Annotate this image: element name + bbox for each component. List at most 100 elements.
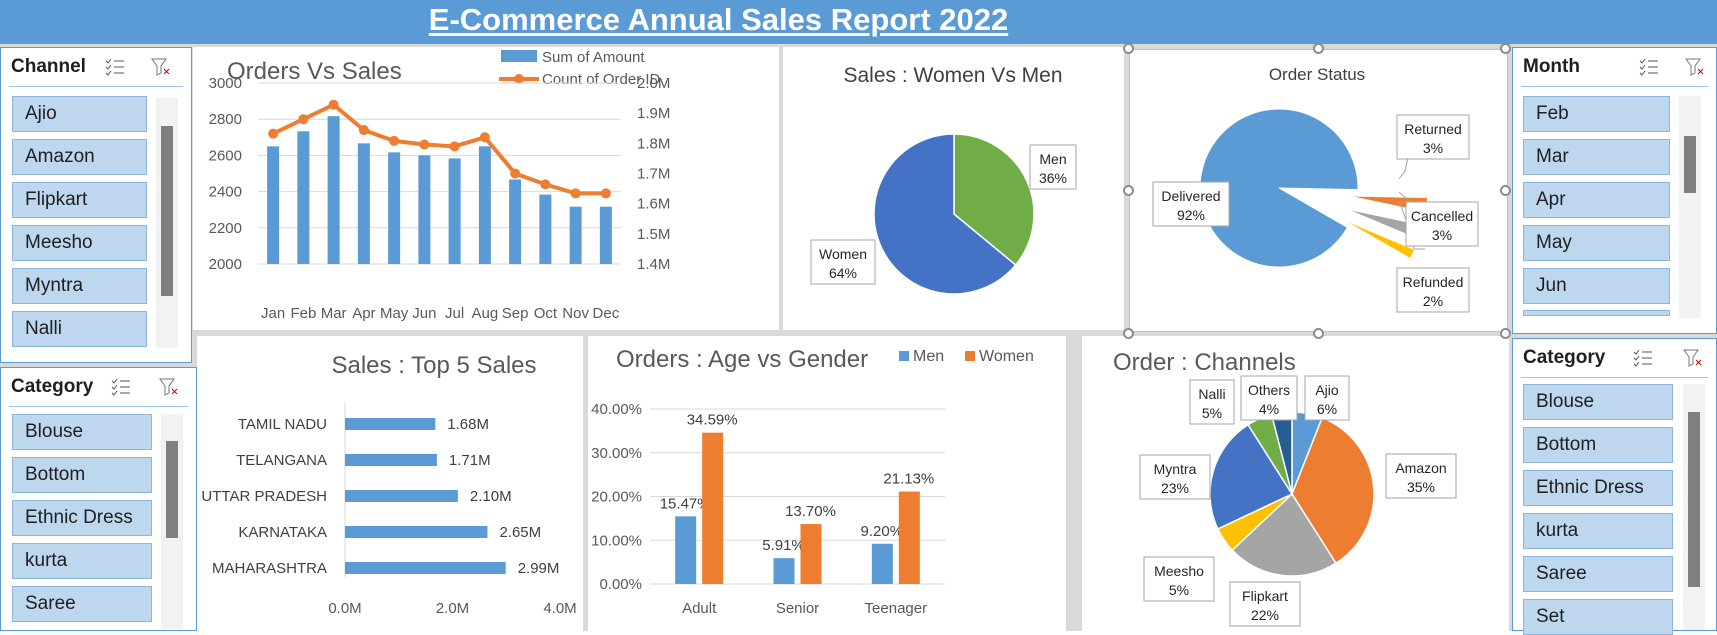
line-point: [600, 188, 611, 199]
bar: [345, 418, 436, 430]
resize-handle[interactable]: [1123, 328, 1134, 339]
resize-handle[interactable]: [1123, 185, 1134, 196]
slicer-item-meesho[interactable]: Meesho: [12, 225, 147, 261]
slicer-item-flipkart[interactable]: Flipkart: [12, 182, 147, 218]
clear-filter-icon[interactable]: [159, 378, 179, 396]
data-label: Cancelled: [1411, 208, 1473, 224]
top5-sales-panel[interactable]: [197, 336, 583, 631]
clear-filter-icon[interactable]: [151, 58, 171, 76]
y-tick-label: 0.00%: [599, 576, 642, 593]
clear-filter-icon[interactable]: [1683, 349, 1703, 367]
slicer-item-kurta[interactable]: kurta: [12, 543, 152, 579]
resize-handle[interactable]: [1313, 328, 1324, 339]
slicer-item-kurta[interactable]: kurta: [1523, 513, 1673, 549]
data-label: 5%: [1169, 582, 1189, 598]
legend-label: Sum of Amount: [542, 49, 645, 66]
data-label: Myntra: [1154, 461, 1197, 477]
data-label: 5%: [1202, 405, 1222, 421]
pie-slice-flipkart: [1231, 492, 1337, 577]
resize-handle[interactable]: [1500, 185, 1511, 196]
slicer-item-ajio[interactable]: Ajio: [12, 96, 147, 132]
category-slicer-left[interactable]: Category Blouse Bottom Ethnic Dress kurt…: [0, 367, 197, 631]
y-tick-label: 2000: [209, 256, 242, 273]
month-slicer[interactable]: Month Feb Mar Apr May Jun: [1512, 47, 1717, 334]
slicer-item-ethnic-dress[interactable]: Ethnic Dress: [1523, 470, 1673, 506]
channel-slicer[interactable]: Channel Ajio Amazon Flipkart Meesho Mynt…: [0, 47, 192, 363]
slicer-item-myntra[interactable]: Myntra: [12, 268, 147, 304]
line-point: [419, 139, 430, 150]
line-point: [540, 179, 551, 190]
x-tick-label: Jun: [412, 305, 436, 322]
scrollbar-thumb[interactable]: [1688, 412, 1700, 587]
slicer-title: Month: [1523, 56, 1580, 77]
slicer-item-saree[interactable]: Saree: [12, 586, 152, 622]
age-vs-gender-panel[interactable]: [588, 336, 1066, 631]
legend-label: Count of Order ID: [542, 71, 661, 88]
x-tick-label: May: [380, 305, 409, 322]
data-label: Returned: [1404, 121, 1462, 137]
data-label: 2.99M: [518, 560, 560, 577]
x-tick-label: Feb: [290, 305, 316, 322]
x-tick-label: Jan: [261, 305, 285, 322]
chart-title: Orders Vs Sales: [227, 58, 402, 85]
y-tick-label: 2200: [209, 220, 242, 237]
line-point: [328, 99, 339, 110]
resize-handle[interactable]: [1123, 43, 1134, 54]
data-label-box: [1396, 114, 1470, 160]
multi-select-icon[interactable]: [1633, 349, 1653, 367]
bar-women: [800, 524, 822, 584]
x-tick-label: Senior: [776, 600, 819, 617]
bar: [478, 146, 491, 264]
report-title: E-Commerce Annual Sales Report 2022: [428, 2, 1009, 37]
legend-label: Women: [979, 348, 1034, 365]
y-tick-label: 2400: [209, 184, 242, 201]
data-label: Ajio: [1315, 382, 1339, 398]
scrollbar-thumb[interactable]: [1684, 136, 1696, 193]
slicer-item-partial[interactable]: [1523, 310, 1670, 316]
x-tick-label: Teenager: [865, 600, 928, 617]
resize-handle[interactable]: [1313, 43, 1324, 54]
legend-swatch-men: [899, 351, 909, 361]
scrollbar[interactable]: [1679, 96, 1701, 318]
category-slicer-right[interactable]: Category Blouse Bottom Ethnic Dress kurt…: [1512, 338, 1717, 635]
divider: [1521, 377, 1708, 378]
bar: [345, 562, 506, 574]
slicer-item-set[interactable]: Set: [1523, 599, 1673, 635]
data-label-box: [1304, 375, 1350, 421]
slicer-item-amazon[interactable]: Amazon: [12, 139, 147, 175]
age-vs-gender-chart: Orders : Age vs Gender Men Women 40.00% 3…: [591, 346, 1034, 617]
data-label-box: [1240, 375, 1298, 421]
slicer-item-bottom[interactable]: Bottom: [1523, 427, 1673, 463]
line-point: [449, 141, 460, 152]
y2-tick-label: 1.4M: [637, 256, 670, 273]
data-label: 3%: [1423, 140, 1443, 156]
multi-select-icon[interactable]: [105, 58, 125, 76]
bar-women: [702, 432, 724, 584]
multi-select-icon[interactable]: [1639, 58, 1659, 76]
x-tick-label: 4.0M: [543, 600, 576, 617]
slicer-item-blouse[interactable]: Blouse: [1523, 384, 1673, 420]
scrollbar-thumb[interactable]: [161, 126, 173, 296]
resize-handle[interactable]: [1500, 43, 1511, 54]
slicer-item-ethnic-dress[interactable]: Ethnic Dress: [12, 500, 152, 536]
chart-title: Sales : Top 5 Sales: [331, 352, 536, 379]
slicer-item-saree[interactable]: Saree: [1523, 556, 1673, 592]
data-label: 4%: [1259, 401, 1279, 417]
slicer-item-jun[interactable]: Jun: [1523, 268, 1670, 304]
slicer-item-mar[interactable]: Mar: [1523, 139, 1670, 175]
slicer-item-blouse[interactable]: Blouse: [12, 414, 152, 450]
clear-filter-icon[interactable]: [1685, 58, 1705, 76]
multi-select-icon[interactable]: [111, 378, 131, 396]
data-label: 64%: [829, 265, 857, 281]
slicer-item-nalli[interactable]: Nalli: [12, 311, 147, 347]
slicer-item-may[interactable]: May: [1523, 225, 1670, 261]
data-label-box: [1396, 267, 1470, 313]
slicer-item-apr[interactable]: Apr: [1523, 182, 1670, 218]
scrollbar-thumb[interactable]: [166, 441, 178, 538]
slicer-item-feb[interactable]: Feb: [1523, 96, 1670, 132]
data-label-box: [1143, 556, 1215, 602]
resize-handle[interactable]: [1500, 328, 1511, 339]
data-label: Delivered: [1161, 188, 1220, 204]
order-channels-chart: Order : Channels Ajio 6% Amazon 35% Flipkart…: [1113, 349, 1457, 627]
slicer-item-bottom[interactable]: Bottom: [12, 457, 152, 493]
